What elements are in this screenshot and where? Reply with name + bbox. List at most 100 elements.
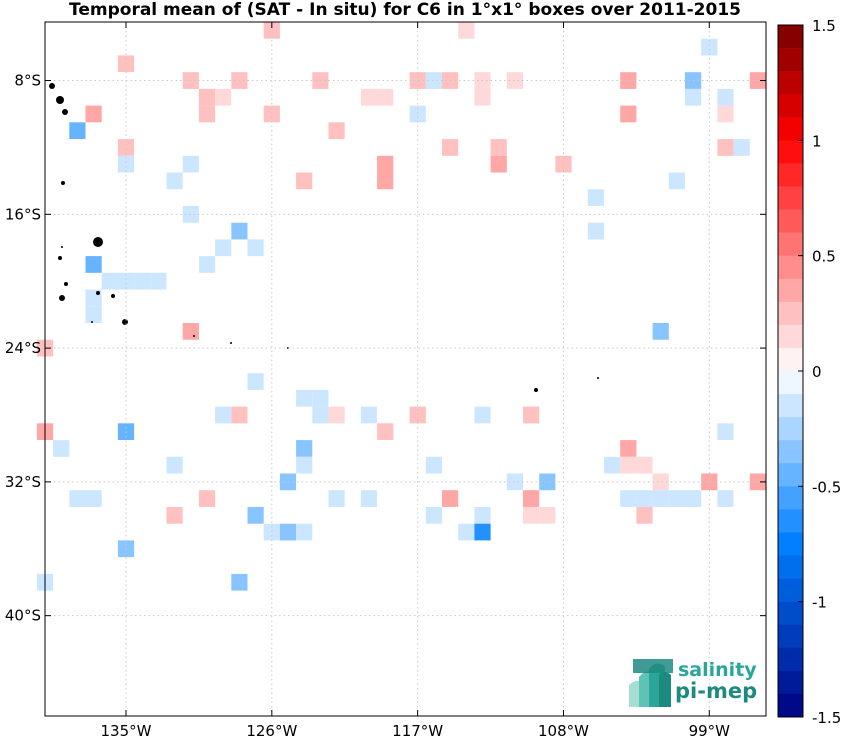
data-cell bbox=[620, 456, 637, 474]
data-cell bbox=[198, 256, 216, 273]
island bbox=[58, 256, 62, 260]
data-cell bbox=[377, 172, 394, 190]
data-cell bbox=[85, 306, 102, 324]
colorbar-swatch bbox=[778, 578, 803, 602]
data-cell bbox=[85, 490, 102, 507]
data-cell bbox=[117, 272, 135, 290]
data-cell bbox=[69, 122, 86, 140]
data-cell bbox=[53, 440, 70, 457]
data-cell bbox=[85, 105, 102, 123]
data-cell bbox=[733, 139, 750, 156]
y-tick-label: 8°S bbox=[14, 72, 41, 90]
data-cell bbox=[523, 507, 540, 524]
y-tick-label: 32°S bbox=[5, 473, 41, 491]
data-cell bbox=[166, 507, 183, 524]
y-axis-ticks: 8°S 16°S 24°S 32°S 40°S bbox=[5, 72, 766, 625]
data-cell bbox=[377, 155, 394, 173]
data-cells bbox=[36, 22, 766, 591]
data-cell bbox=[474, 523, 491, 541]
colorbar-swatch bbox=[778, 371, 803, 395]
data-cell bbox=[328, 122, 345, 140]
data-cell bbox=[749, 72, 766, 89]
data-cell bbox=[717, 423, 734, 441]
colorbar-swatch bbox=[778, 394, 803, 418]
island bbox=[93, 237, 103, 247]
island bbox=[62, 109, 68, 115]
data-cell bbox=[749, 473, 766, 491]
data-cell bbox=[263, 22, 280, 39]
data-cell bbox=[620, 105, 637, 123]
colorbar-tick-label: 1.5 bbox=[812, 17, 836, 35]
data-cell bbox=[474, 406, 491, 424]
data-cell bbox=[523, 490, 540, 507]
data-cell bbox=[377, 423, 394, 441]
data-cell bbox=[85, 256, 102, 273]
data-cell bbox=[652, 323, 669, 340]
colorbar-swatch bbox=[778, 163, 803, 187]
island bbox=[122, 319, 128, 325]
x-tick-label: 99°W bbox=[689, 722, 731, 740]
colorbar-swatch bbox=[778, 417, 803, 441]
data-cell bbox=[182, 323, 199, 340]
island bbox=[96, 291, 100, 295]
land-islands bbox=[49, 83, 599, 392]
data-cell bbox=[247, 239, 264, 257]
data-cell bbox=[636, 456, 653, 474]
data-cell bbox=[474, 88, 491, 106]
colorbar-swatch bbox=[778, 209, 803, 233]
data-cell bbox=[668, 490, 685, 507]
data-cell bbox=[247, 373, 264, 390]
colorbar-swatch bbox=[778, 601, 803, 626]
data-cell bbox=[296, 172, 313, 190]
y-tick-label: 40°S bbox=[5, 607, 41, 625]
y-tick-label: 16°S bbox=[5, 205, 41, 223]
data-cell bbox=[182, 155, 199, 173]
colorbar-swatch bbox=[778, 347, 803, 372]
data-cell bbox=[296, 440, 313, 457]
colorbar-swatch bbox=[778, 463, 803, 487]
data-cell bbox=[636, 507, 653, 524]
data-cell bbox=[198, 490, 216, 507]
island bbox=[64, 282, 68, 286]
data-cell bbox=[377, 88, 394, 106]
data-cell bbox=[231, 573, 248, 591]
colorbar-swatch bbox=[778, 440, 803, 464]
data-cell bbox=[296, 456, 313, 474]
island bbox=[61, 181, 65, 185]
data-cell bbox=[717, 139, 734, 156]
data-cell bbox=[182, 206, 199, 223]
colorbar-tick-label: -1.5 bbox=[812, 709, 841, 727]
chart-title: Temporal mean of (SAT - In situ) for C6 … bbox=[69, 0, 741, 20]
logo-text-salinity: salinity bbox=[678, 659, 757, 681]
data-cell bbox=[263, 523, 280, 541]
x-tick-label: 108°W bbox=[538, 722, 589, 740]
colorbar-swatch bbox=[778, 48, 803, 72]
y-tick-label: 24°S bbox=[5, 339, 41, 357]
data-cell bbox=[442, 139, 459, 156]
colorbar-swatch bbox=[778, 647, 803, 672]
island bbox=[59, 295, 65, 301]
data-cell bbox=[231, 406, 248, 424]
map-frame bbox=[44, 21, 767, 717]
logo-wave-icon bbox=[629, 659, 673, 707]
data-cell bbox=[247, 507, 264, 524]
colorbar-swatch bbox=[778, 624, 803, 649]
data-cell bbox=[685, 490, 702, 507]
data-cell bbox=[134, 272, 151, 290]
data-cell bbox=[328, 406, 345, 424]
data-cell bbox=[360, 88, 378, 106]
data-cell bbox=[198, 105, 216, 123]
data-cell bbox=[117, 139, 135, 156]
colorbar-swatch bbox=[778, 509, 803, 533]
colorbar-swatch bbox=[778, 117, 803, 141]
data-cell bbox=[150, 272, 167, 290]
colorbar-swatch bbox=[778, 140, 803, 164]
colorbar-swatch bbox=[778, 278, 803, 303]
data-cell bbox=[652, 473, 669, 491]
data-cell bbox=[701, 38, 718, 56]
island bbox=[49, 83, 55, 89]
data-cell bbox=[215, 88, 232, 106]
island bbox=[230, 342, 232, 344]
data-cell bbox=[490, 139, 507, 156]
